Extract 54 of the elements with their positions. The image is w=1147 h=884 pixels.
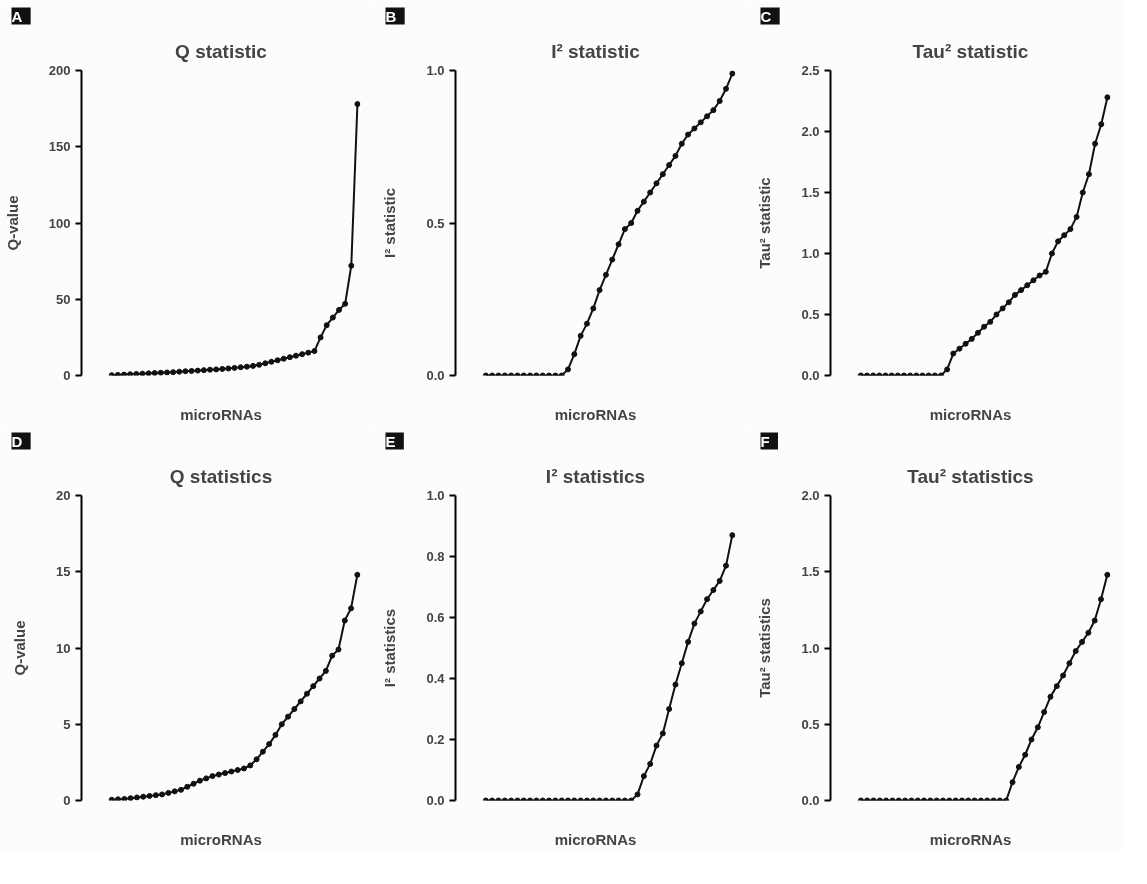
x-axis-title: microRNAs bbox=[180, 830, 262, 848]
y-tick-label: 1.0 bbox=[426, 63, 445, 78]
chart-title: Tau² statistics bbox=[907, 465, 1034, 487]
y-tick-label: 0.0 bbox=[801, 793, 820, 808]
y-tick-label: 0.2 bbox=[426, 732, 445, 747]
text: C bbox=[760, 7, 772, 25]
x-axis-title: microRNAs bbox=[929, 830, 1012, 848]
text: F bbox=[760, 432, 770, 450]
y-tick-label: 0.8 bbox=[426, 549, 445, 564]
y-tick-label: 10 bbox=[56, 640, 71, 656]
y-tick-label: 0.5 bbox=[801, 307, 820, 322]
y-tick-label: 0.6 bbox=[426, 610, 445, 625]
x-axis-title: microRNAs bbox=[554, 830, 637, 848]
y-tick-label: 20 bbox=[56, 488, 71, 503]
chart-title: I² statistic bbox=[551, 40, 641, 62]
y-axis-title: Q-value bbox=[3, 195, 21, 251]
y-axis-title: Q-value bbox=[11, 620, 29, 676]
y-tick-label: 5 bbox=[63, 716, 71, 732]
y-tick-label: 0.5 bbox=[426, 215, 445, 231]
y-tick-label: 0 bbox=[63, 793, 71, 808]
chart-title: Tau² statistic bbox=[912, 40, 1029, 62]
y-axis-title: Tau² statistics bbox=[756, 598, 774, 698]
y-tick-label: 0.0 bbox=[801, 368, 820, 383]
y-tick-label: 1.0 bbox=[801, 246, 820, 261]
chart-title: I² statistics bbox=[545, 465, 646, 487]
y-tick-label: 1.0 bbox=[426, 488, 445, 503]
y-tick-label: 1.5 bbox=[801, 185, 820, 200]
chart-title: Q statistics bbox=[169, 465, 273, 487]
x-axis-title: microRNAs bbox=[180, 405, 262, 423]
y-tick-label: 0.0 bbox=[426, 368, 445, 383]
y-tick-label: 0.5 bbox=[801, 716, 820, 732]
y-tick-label: 1.5 bbox=[801, 564, 820, 580]
y-tick-label: 200 bbox=[48, 63, 71, 78]
y-tick-label: 150 bbox=[48, 139, 71, 155]
y-tick-label: 2.5 bbox=[801, 63, 820, 78]
text: A bbox=[11, 7, 23, 25]
y-axis-title: Tau² statistic bbox=[756, 177, 774, 269]
y-tick-label: 2.0 bbox=[801, 124, 820, 139]
y-tick-label: 0.4 bbox=[426, 671, 446, 686]
y-tick-label: 1.0 bbox=[801, 640, 820, 656]
y-tick-label: 100 bbox=[48, 215, 71, 231]
y-tick-label: 15 bbox=[56, 564, 71, 580]
y-axis-title: I² statistics bbox=[381, 608, 399, 688]
y-tick-label: 0 bbox=[63, 368, 71, 383]
x-axis-title: microRNAs bbox=[929, 405, 1012, 423]
text: D bbox=[11, 432, 23, 450]
y-tick-label: 2.0 bbox=[801, 488, 820, 503]
y-tick-label: 50 bbox=[56, 291, 71, 307]
y-axis-title: I² statistic bbox=[381, 187, 399, 259]
chart-title: Q statistic bbox=[175, 40, 268, 62]
text: E bbox=[385, 432, 396, 450]
text: B bbox=[385, 7, 397, 25]
y-tick-label: 0.0 bbox=[426, 793, 445, 808]
x-axis-title: microRNAs bbox=[554, 405, 637, 423]
